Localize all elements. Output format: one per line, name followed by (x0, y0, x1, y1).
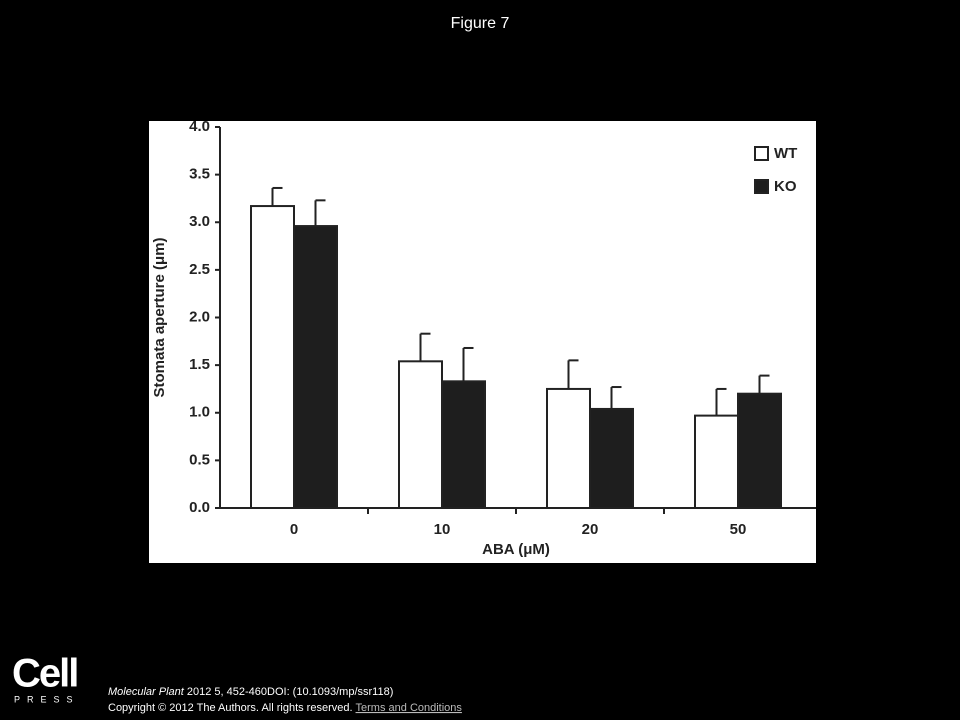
y-tick-label: 3.0 (189, 213, 210, 230)
bar (737, 392, 782, 510)
y-tick-label: 1.5 (189, 356, 210, 373)
citation: Molecular Plant 2012 5, 452-460DOI: (10.… (108, 686, 393, 698)
y-tick-label: 2.5 (189, 261, 210, 278)
x-tick-label: 10 (434, 521, 451, 538)
citation-text: 2012 5, 452-460DOI: (10.1093/mp/ssr118) (184, 686, 394, 698)
x-tick-label: 0 (290, 521, 298, 538)
logo-sub: PRESS (14, 694, 80, 704)
y-tick-label: 2.0 (189, 308, 210, 325)
legend-label: KO (774, 178, 797, 195)
slide-title: Figure 7 (451, 15, 510, 32)
y-tick-label: 0.5 (189, 451, 210, 468)
x-tick-label: 20 (582, 521, 599, 538)
bar (398, 360, 443, 509)
y-axis-label: Stomata aperture (μm) (151, 237, 168, 397)
y-tick-label: 1.0 (189, 404, 210, 421)
x-tick-label: 50 (730, 521, 747, 538)
y-tick-label: 3.5 (189, 166, 210, 183)
bar (293, 225, 338, 509)
legend-swatch (754, 179, 769, 194)
y-tick-label: 0.0 (189, 499, 210, 516)
copyright-line: Copyright © 2012 The Authors. All rights… (108, 702, 462, 714)
chart: 0.0 0.5 1.0 1.5 2.0 2.5 3.0 3.5 4.0 0 10 20 50 WT KO AB… (151, 118, 816, 558)
y-tick-label: 4.0 (189, 118, 210, 135)
bar (546, 387, 591, 509)
legend-label: WT (774, 145, 797, 162)
legend-swatch (754, 146, 769, 161)
terms-link[interactable]: Terms and Conditions (356, 702, 463, 714)
x-axis-label: ABA (μM) (482, 541, 550, 558)
logo: Cell (12, 652, 77, 696)
bar (250, 205, 295, 509)
bar (694, 414, 739, 510)
bar (589, 407, 634, 509)
journal: Molecular Plant (108, 686, 185, 698)
copyright: Copyright © 2012 The Authors. All rights… (108, 702, 353, 714)
bar (441, 380, 486, 510)
